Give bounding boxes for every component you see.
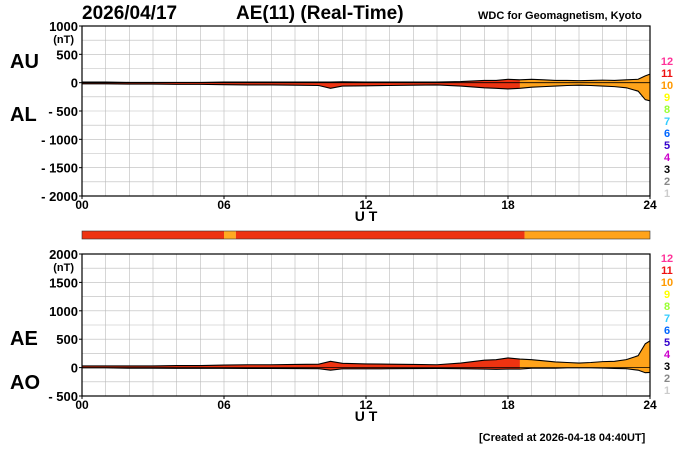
x-axis-label: U T xyxy=(355,408,378,424)
status-segment xyxy=(524,231,650,239)
legend-item: 10 xyxy=(660,80,674,92)
y-tick-label: 1000 xyxy=(49,304,78,319)
legend-item: 5 xyxy=(663,140,671,152)
legend-item: 6 xyxy=(663,128,671,140)
au-label: AU xyxy=(10,51,39,73)
legend-item: 9 xyxy=(663,92,671,104)
legend-item: 8 xyxy=(663,104,671,116)
series-line-al xyxy=(82,83,651,102)
x-tick-label: 00 xyxy=(75,398,89,412)
x-tick-label: 24 xyxy=(643,198,657,212)
legend-item: 2 xyxy=(663,176,671,188)
legend-item: 6 xyxy=(663,325,671,337)
series-line-ae xyxy=(82,340,651,367)
y-tick-label: 1000 xyxy=(49,19,78,34)
y-tick-label: 0 xyxy=(71,361,78,376)
y-tick-label: 0 xyxy=(71,76,78,91)
x-tick-label: 18 xyxy=(501,398,515,412)
status-segment xyxy=(82,231,224,239)
area-fill-high xyxy=(519,340,650,373)
legend-item: 12 xyxy=(660,56,674,68)
x-tick-label: 12 xyxy=(359,398,373,412)
y-tick-label: 1500 xyxy=(49,275,78,290)
station-status-bar xyxy=(81,230,651,240)
ao-label: AO xyxy=(10,372,40,394)
status-segment xyxy=(235,231,525,239)
legend-item: 9 xyxy=(663,289,671,301)
legend-item: 7 xyxy=(663,116,671,128)
x-tick-label: 18 xyxy=(501,198,515,212)
created-timestamp: [Created at 2026-04-18 04:40UT] xyxy=(479,432,646,444)
legend-top: 12 11 10 9 8 7 6 5 4 3 2 1 xyxy=(656,56,678,200)
legend-item: 3 xyxy=(663,361,671,373)
legend-item: 3 xyxy=(663,164,671,176)
y-unit-label: (nT) xyxy=(53,34,74,46)
legend-item: 2 xyxy=(663,373,671,385)
y-tick-label: 500 xyxy=(56,47,78,62)
x-tick-label: 06 xyxy=(217,198,231,212)
series-line-au xyxy=(82,73,651,83)
legend-item: 1 xyxy=(663,385,671,397)
x-tick-label: 06 xyxy=(217,398,231,412)
status-segment xyxy=(224,231,236,239)
x-tick-label: 12 xyxy=(359,198,373,212)
x-tick-label: 00 xyxy=(75,198,89,212)
y-tick-label: 500 xyxy=(56,332,78,347)
al-label: AL xyxy=(10,104,37,126)
y-unit-label: (nT) xyxy=(53,262,74,274)
legend-item: 7 xyxy=(663,313,671,325)
chart-date: 2026/04/17 xyxy=(82,3,178,24)
area-fill-low xyxy=(82,79,532,89)
y-tick-label: - 1500 xyxy=(41,161,78,176)
x-tick-label: 24 xyxy=(643,398,657,412)
status-bar-frame xyxy=(81,230,651,240)
y-tick-label: - 1000 xyxy=(41,132,78,147)
chart-panel: 1000 500 0 - 500 - 1000 - 1500 - 2000 (nT) 00 06 1… xyxy=(41,19,657,224)
legend-item: 5 xyxy=(663,337,671,349)
y-tick-label: 2000 xyxy=(49,247,78,262)
y-tick-label: - 500 xyxy=(48,104,78,119)
x-axis-label: U T xyxy=(355,208,378,224)
y-tick-label: - 2000 xyxy=(41,189,78,204)
y-tick-label: - 500 xyxy=(48,389,78,404)
chart-title: AE(11) (Real-Time) xyxy=(236,3,404,24)
area-fill-high xyxy=(519,74,650,101)
legend-bottom: 12 11 10 9 8 7 6 5 4 3 2 1 xyxy=(656,253,678,397)
legend-item: 1 xyxy=(663,188,671,200)
legend-item: 10 xyxy=(660,277,674,289)
legend-item: 12 xyxy=(660,253,674,265)
chart-panel: 2000 1500 1000 500 0 - 500 (nT) 00 06 12 18 24 U T xyxy=(48,247,657,424)
legend-item: 11 xyxy=(661,265,673,277)
legend-item: 4 xyxy=(663,349,671,361)
legend-item: 11 xyxy=(661,68,673,80)
legend-item: 4 xyxy=(663,152,671,164)
area-fill-low xyxy=(82,357,532,371)
legend-item: 8 xyxy=(663,301,671,313)
ae-label: AE xyxy=(10,328,38,350)
data-source: WDC for Geomagnetism, Kyoto xyxy=(478,10,642,22)
